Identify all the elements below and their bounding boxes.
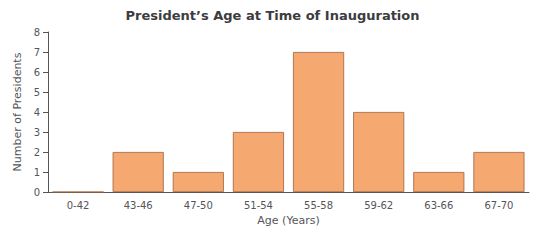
svg-text:2: 2 [34,147,40,158]
svg-text:0: 0 [34,187,40,198]
svg-text:55-58: 55-58 [304,200,333,211]
svg-text:67-70: 67-70 [484,200,513,211]
svg-text:4: 4 [34,107,40,118]
svg-text:1: 1 [34,167,40,178]
svg-text:51-54: 51-54 [244,200,273,211]
svg-text:6: 6 [34,67,40,78]
svg-text:43-46: 43-46 [124,200,153,211]
svg-text:59-62: 59-62 [364,200,393,211]
svg-text:President’s Age at Time of Ina: President’s Age at Time of Inauguration [125,8,419,23]
svg-text:3: 3 [34,127,40,138]
svg-text:Age (Years): Age (Years) [257,214,319,227]
svg-text:7: 7 [34,47,40,58]
svg-text:5: 5 [34,87,40,98]
svg-text:0-42: 0-42 [67,200,90,211]
svg-text:8: 8 [34,27,40,38]
svg-text:47-50: 47-50 [184,200,213,211]
svg-text:63-66: 63-66 [424,200,453,211]
svg-text:Number of Presidents: Number of Presidents [11,52,24,171]
